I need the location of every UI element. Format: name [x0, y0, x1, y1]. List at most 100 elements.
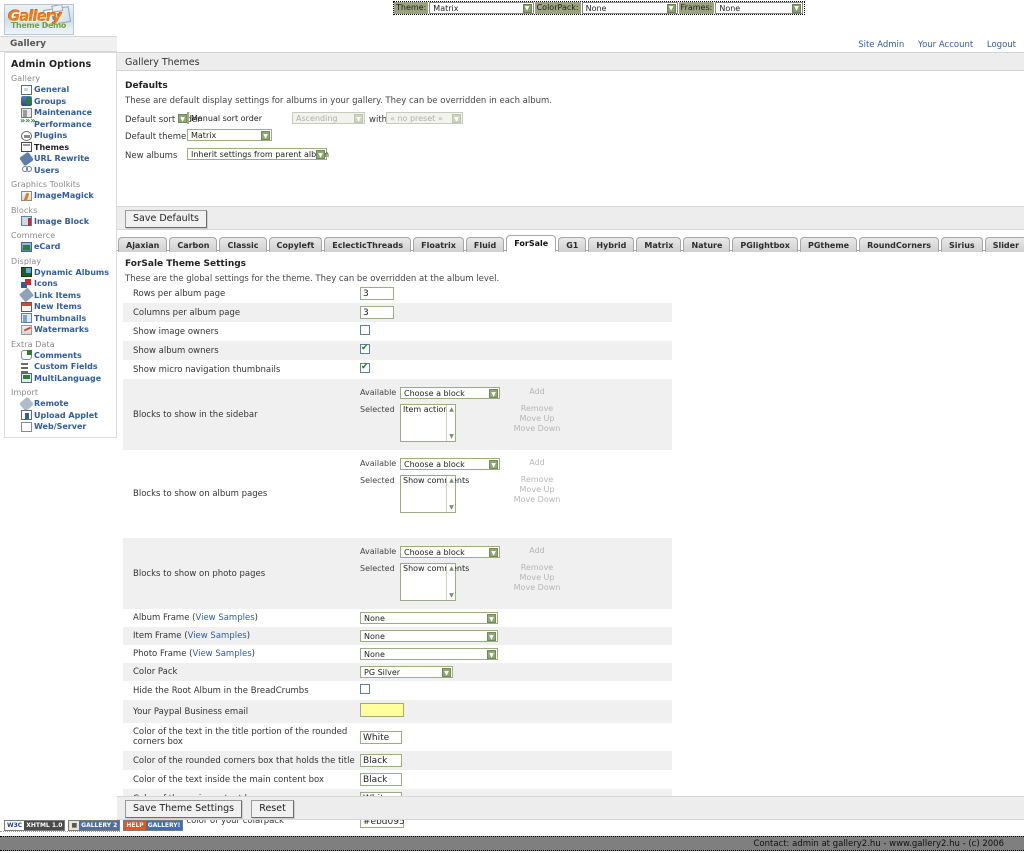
title-text-color-input[interactable]: White [360, 730, 402, 744]
sidebar-item-themes[interactable]: Themes [21, 142, 116, 154]
photo-add-button[interactable]: Add [529, 546, 545, 555]
photo-remove-button[interactable]: Remove [520, 563, 554, 572]
show-album-owners-checkbox[interactable] [360, 343, 370, 354]
sidebar-item-icons[interactable]: Icons [21, 278, 116, 290]
album-selected-listbox[interactable]: Show comments ▲ ▼ [400, 475, 470, 513]
tab-sirius[interactable]: Sirius [941, 237, 983, 252]
tab-fluid[interactable]: Fluid [465, 237, 505, 252]
columns-per-page-input[interactable]: 3 [360, 306, 394, 319]
sidebar-item-thumbnails[interactable]: Thumbnails [21, 313, 116, 325]
sidebar-move-up-button[interactable]: Move Up [519, 414, 555, 423]
sidebar-item-remote[interactable]: Remote [19, 396, 116, 412]
album-add-button[interactable]: Add [529, 458, 545, 467]
default-sort-order-select[interactable]: Manual sort order ▼ [178, 112, 262, 124]
help-badge[interactable]: HELP GALLERY! [123, 820, 184, 831]
sidebar-item-new-items[interactable]: New Items [21, 301, 116, 313]
chevron-up-icon[interactable]: ▲ [449, 477, 454, 484]
tab-forsale[interactable]: ForSale [506, 235, 557, 252]
show-image-owners-checkbox[interactable] [360, 325, 370, 335]
list-item[interactable]: Show comments [403, 476, 470, 485]
tab-nature[interactable]: Nature [683, 237, 731, 252]
breadcrumb[interactable]: Gallery [10, 39, 47, 49]
sort-direction-select[interactable]: Ascending ▼ [292, 112, 365, 124]
sidebar-item-image-block[interactable]: Image Block [21, 216, 116, 228]
sidebar-item-performance[interactable]: Performance [20, 116, 116, 131]
item-frame-select[interactable]: None ▼ [360, 630, 498, 642]
link-logout[interactable]: Logout [986, 40, 1016, 50]
list-item[interactable]: Show comments [403, 564, 470, 573]
chevron-up-icon[interactable]: ▲ [449, 565, 454, 572]
link-site-admin[interactable]: Site Admin [858, 40, 905, 50]
sidebar-item-link-items[interactable]: Link Items [19, 287, 116, 303]
photo-frame-view-samples-link[interactable]: View Samples [192, 649, 252, 659]
sidebar-item-url-rewrite[interactable]: URL Rewrite [19, 151, 116, 167]
chevron-up-icon[interactable]: ▲ [449, 406, 454, 413]
scrollbar[interactable]: ▲ ▼ [446, 564, 455, 600]
sidebar-add-button[interactable]: Add [529, 387, 545, 396]
content-text-color-input[interactable]: Black [360, 773, 402, 786]
scrollbar[interactable]: ▲ ▼ [446, 405, 455, 441]
album-available-select[interactable]: Choose a block ▼ [400, 458, 500, 470]
paypal-email-input[interactable] [360, 703, 404, 717]
sidebar-remove-button[interactable]: Remove [520, 404, 554, 413]
tab-hybrid[interactable]: Hybrid [588, 237, 635, 252]
tab-pgtheme[interactable]: PGtheme [799, 237, 858, 252]
photo-selected-listbox[interactable]: Show comments ▲ ▼ [400, 563, 470, 601]
photo-frame-select[interactable]: None ▼ [360, 648, 498, 660]
sort-preset-select[interactable]: « no preset » ▼ [386, 112, 463, 124]
default-theme-select[interactable]: Matrix ▼ [187, 129, 272, 141]
sidebar-item-groups[interactable]: Groups [21, 96, 116, 108]
album-move-down-button[interactable]: Move Down [513, 495, 561, 504]
sidebar-item-web-server[interactable]: Web/Server [21, 421, 116, 433]
tab-classic[interactable]: Classic [219, 237, 267, 252]
sidebar-item-upload-applet[interactable]: Upload Applet [21, 410, 116, 422]
sidebar-item-general[interactable]: General [21, 84, 116, 96]
rows-per-page-input[interactable]: 3 [360, 287, 394, 300]
sidebar-item-custom-fields[interactable]: Custom Fields [21, 361, 116, 373]
sidebar-selected-listbox[interactable]: Item actions ▲ ▼ [400, 404, 456, 442]
sidebar-item-multilanguage[interactable]: MultiLanguage [21, 373, 116, 385]
tab-eclecticthreads[interactable]: EclecticThreads [324, 237, 412, 252]
sidebar-item-ecard[interactable]: eCard [21, 241, 116, 253]
album-move-up-button[interactable]: Move Up [519, 485, 555, 494]
save-defaults-button[interactable]: Save Defaults [125, 210, 207, 228]
show-micro-nav-checkbox[interactable] [360, 362, 370, 373]
w3c-validation-badge[interactable]: W3C XHTML 1.0 [4, 820, 66, 831]
tab-pglightbox[interactable]: PGlightbox [732, 237, 798, 252]
sidebar-item-comments[interactable]: Comments [21, 350, 116, 362]
theme-select[interactable]: Matrix ▼ [429, 2, 534, 14]
tab-g1[interactable]: G1 [558, 237, 587, 252]
chevron-down-icon[interactable]: ▼ [449, 592, 454, 599]
album-frame-select[interactable]: None ▼ [360, 612, 498, 624]
list-item[interactable]: Item actions [403, 405, 453, 414]
tab-roundcorners[interactable]: RoundCorners [859, 237, 940, 252]
sidebar-item-plugins[interactable]: Plugins [21, 130, 116, 142]
frames-select[interactable]: None ▼ [715, 2, 803, 14]
chevron-down-icon[interactable]: ▼ [449, 433, 454, 440]
sidebar-item-watermarks[interactable]: Watermarks [21, 324, 116, 336]
sidebar-item-dynamic-albums[interactable]: Dynamic Albums [21, 267, 116, 279]
sidebar-item-imagemagick[interactable]: ImageMagick [21, 190, 116, 202]
tab-floatrix[interactable]: Floatrix [413, 237, 464, 252]
save-theme-settings-button[interactable]: Save Theme Settings [125, 800, 243, 818]
gallery-logo[interactable]: Gallery Theme Demo [4, 4, 74, 35]
photo-move-down-button[interactable]: Move Down [513, 583, 561, 592]
link-your-account[interactable]: Your Account [918, 40, 974, 50]
new-albums-select[interactable]: Inherit settings from parent album ▼ [187, 148, 329, 160]
tab-carbon[interactable]: Carbon [169, 237, 218, 252]
album-remove-button[interactable]: Remove [520, 475, 554, 484]
color-pack-select[interactable]: PG Silver ▼ [360, 666, 453, 678]
sidebar-available-select[interactable]: Choose a block ▼ [400, 387, 500, 399]
tab-ajaxian[interactable]: Ajaxian [118, 237, 168, 252]
scrollbar[interactable]: ▲ ▼ [446, 476, 455, 512]
photo-move-up-button[interactable]: Move Up [519, 573, 555, 582]
colorpack-select[interactable]: None ▼ [581, 2, 678, 14]
sidebar-move-down-button[interactable]: Move Down [513, 424, 561, 433]
title-box-color-input[interactable]: Black [360, 754, 402, 767]
album-frame-view-samples-link[interactable]: View Samples [195, 613, 255, 623]
tab-matrix[interactable]: Matrix [636, 237, 682, 252]
photo-available-select[interactable]: Choose a block ▼ [400, 546, 500, 558]
tab-slider[interactable]: Slider [984, 237, 1024, 252]
item-frame-view-samples-link[interactable]: View Samples [187, 631, 247, 641]
gallery2-badge[interactable]: ■ GALLERY 2 [68, 820, 121, 831]
